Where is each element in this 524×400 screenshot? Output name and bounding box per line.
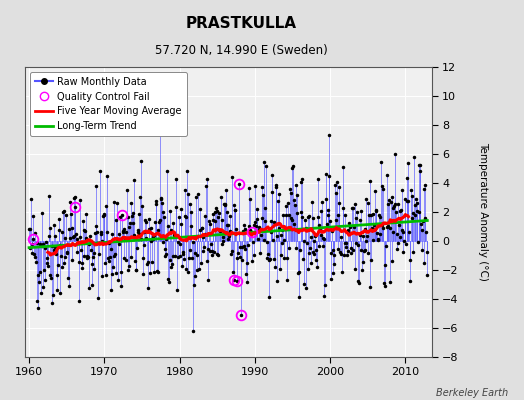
Text: 57.720 N, 14.990 E (Sweden): 57.720 N, 14.990 E (Sweden) [155,44,328,57]
Y-axis label: Temperature Anomaly (°C): Temperature Anomaly (°C) [478,142,488,281]
Text: Berkeley Earth: Berkeley Earth [436,388,508,398]
Legend: Raw Monthly Data, Quality Control Fail, Five Year Moving Average, Long-Term Tren: Raw Monthly Data, Quality Control Fail, … [30,72,187,136]
Text: PRASTKULLA: PRASTKULLA [185,16,297,31]
